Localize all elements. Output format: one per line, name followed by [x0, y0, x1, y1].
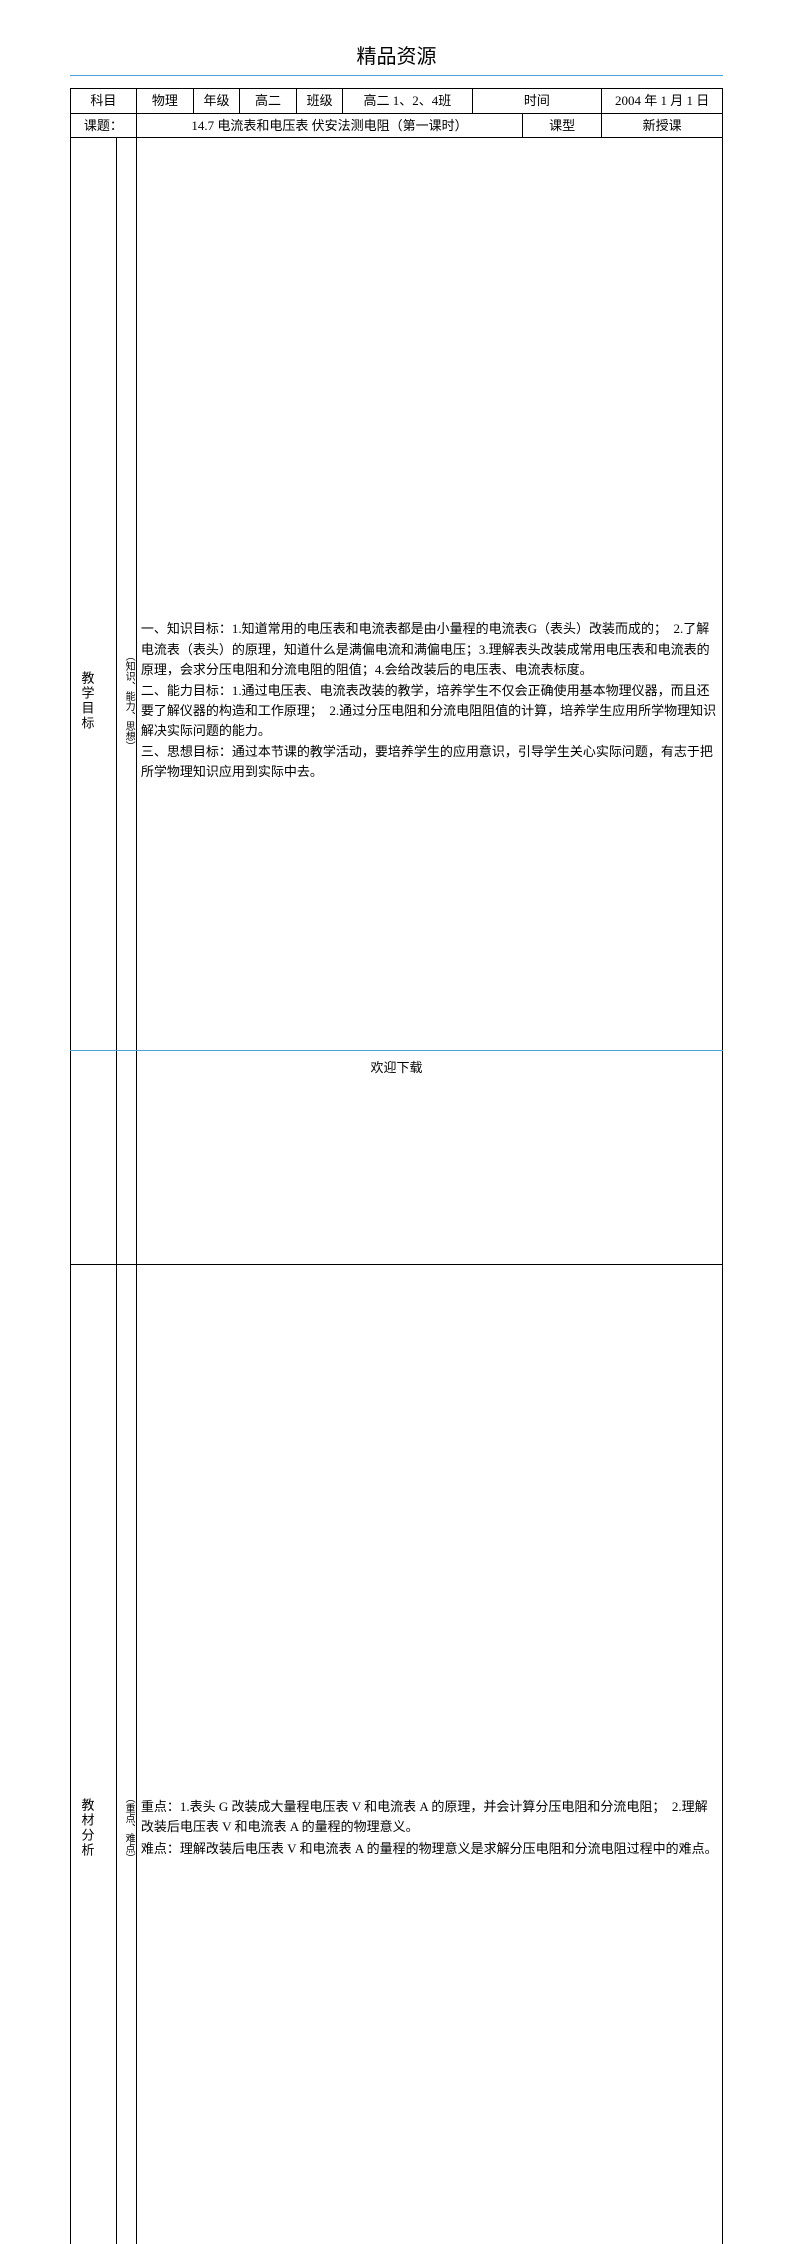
goals-sublabel-cell: （知识、能力、思想） [117, 138, 137, 1265]
main-content: 科目 物理 年级 高二 班级 高二 1、2、4班 时间 2004 年 1 月 1… [0, 88, 793, 2244]
goals-body: 一、知识目标：1.知道常用的电压表和电流表都是由小量程的电流表G（表头）改装而成… [136, 138, 722, 1265]
topic-val: 14.7 电流表和电压表 伏安法测电阻（第一课时） [136, 113, 522, 138]
analysis-body: 重点：1.表头 G 改装成大量程电压表 V 和电流表 A 的原理，并会计算分压电… [136, 1265, 722, 2244]
footer-rule [70, 1050, 723, 1051]
grade-val: 高二 [240, 89, 297, 114]
footer-text: 欢迎下载 [370, 1060, 422, 1075]
time-label: 时间 [472, 89, 602, 114]
topic-label: 课题： [71, 113, 137, 138]
analysis-sublabel: （重点、难点） [121, 1789, 136, 1867]
page-footer: 欢迎下载 [0, 1050, 793, 1076]
grade-label: 年级 [193, 89, 239, 114]
goals-line-3: 三、思想目标：通过本节课的教学活动，要培养学生的应用意识，引导学生关心实际问题，… [141, 742, 718, 782]
class-label: 班级 [297, 89, 343, 114]
topic-row: 课题： 14.7 电流表和电压表 伏安法测电阻（第一课时） 课型 新授课 [71, 113, 723, 138]
goals-label: 教学目标 [75, 140, 99, 1262]
subject-val: 物理 [136, 89, 193, 114]
page-title: 精品资源 [0, 0, 793, 75]
analysis-line-1: 重点：1.表头 G 改装成大量程电压表 V 和电流表 A 的原理，并会计算分压电… [141, 1797, 718, 1837]
analysis-row: 教材分析 （重点、难点） 重点：1.表头 G 改装成大量程电压表 V 和电流表 … [71, 1265, 723, 2244]
goals-row: 教学目标 （知识、能力、思想） 一、知识目标：1.知道常用的电压表和电流表都是由… [71, 138, 723, 1265]
type-label: 课型 [523, 113, 602, 138]
analysis-sublabel-cell: （重点、难点） [117, 1265, 137, 2244]
type-val: 新授课 [602, 113, 723, 138]
analysis-label: 教材分析 [75, 1267, 99, 2244]
analysis-label-cell: 教材分析 [71, 1265, 117, 2244]
meta-row: 科目 物理 年级 高二 班级 高二 1、2、4班 时间 2004 年 1 月 1… [71, 89, 723, 114]
goals-label-cell: 教学目标 [71, 138, 117, 1265]
goals-sublabel: （知识、能力、思想） [121, 647, 136, 755]
subject-label: 科目 [71, 89, 137, 114]
class-val: 高二 1、2、4班 [343, 89, 473, 114]
lesson-plan-table: 科目 物理 年级 高二 班级 高二 1、2、4班 时间 2004 年 1 月 1… [70, 88, 723, 2244]
goals-line-2: 二、能力目标：1.通过电压表、电流表改装的教学，培养学生不仅会正确使用基本物理仪… [141, 681, 718, 741]
time-val: 2004 年 1 月 1 日 [602, 89, 723, 114]
analysis-line-2: 难点：理解改装后电压表 V 和电流表 A 的量程的物理意义是求解分压电阻和分流电… [141, 1839, 718, 1859]
title-rule [70, 75, 723, 76]
goals-line-1: 一、知识目标：1.知道常用的电压表和电流表都是由小量程的电流表G（表头）改装而成… [141, 619, 718, 679]
